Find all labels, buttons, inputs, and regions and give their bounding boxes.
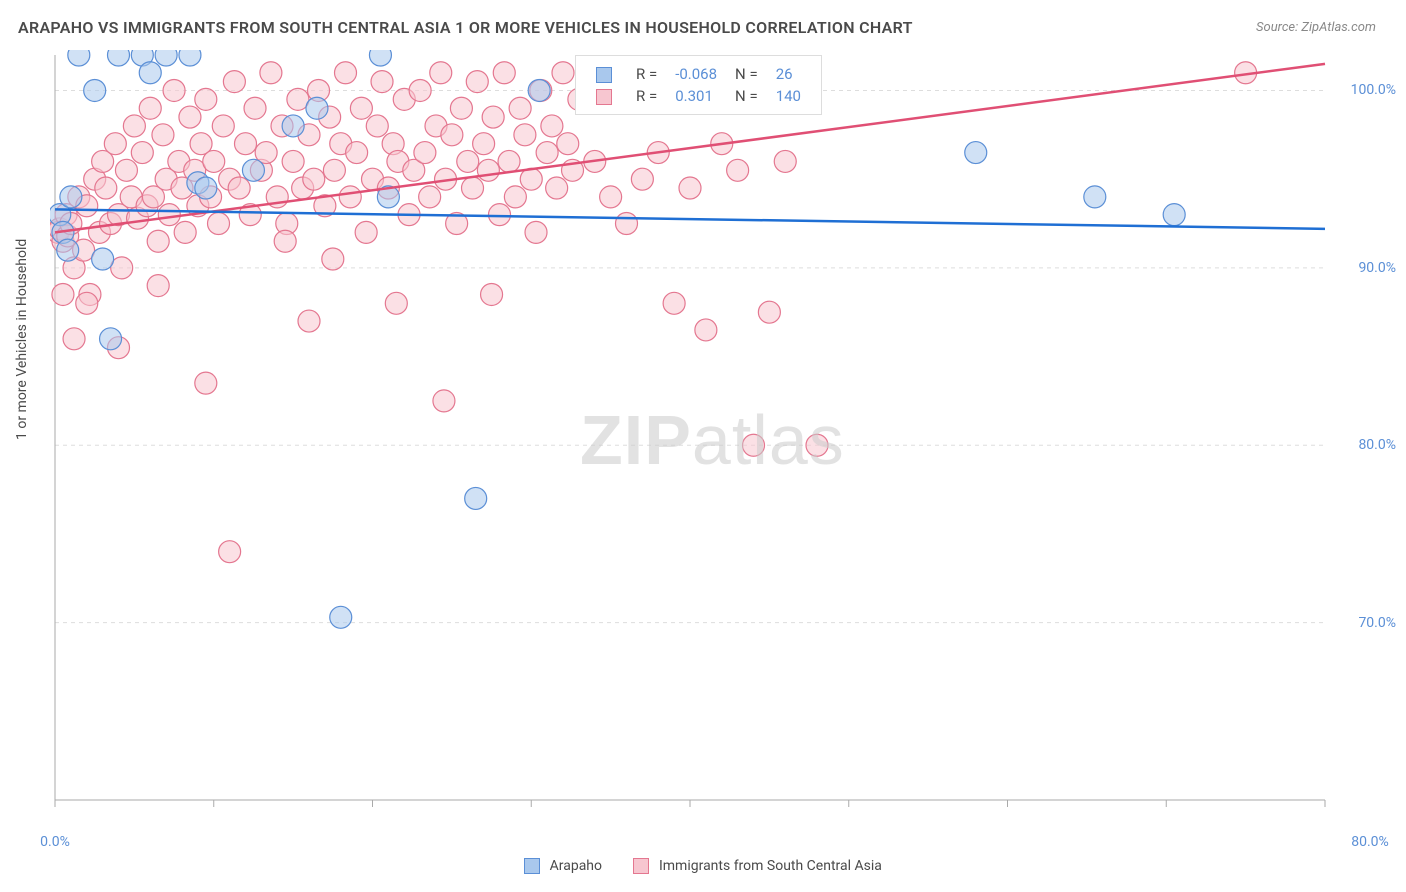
correlation-stats-box: R = -0.068 N = 26 R = 0.301 N = 140 [575,55,822,115]
y-axis-label: 1 or more Vehicles in Household [14,239,30,440]
legend-swatch-arapaho [524,858,540,874]
y-tick-label: 70.0% [1358,615,1396,631]
legend-label-sca: Immigrants from South Central Asia [659,858,882,874]
r-value-arapaho: -0.068 [667,64,725,84]
legend-label-arapaho: Arapaho [550,858,602,874]
r-label: R = [628,86,665,106]
n-label: N = [727,64,766,84]
stats-swatch-arapaho [596,67,612,83]
bottom-legend: Arapaho Immigrants from South Central As… [0,858,1406,874]
r-label: R = [628,64,665,84]
legend-item-arapaho: Arapaho [524,858,602,874]
x-tick-max: 80.0% [1351,834,1389,850]
source-caption: Source: ZipAtlas.com [1256,20,1376,35]
y-tick-label: 100.0% [1351,82,1396,98]
x-tick-min: 0.0% [40,834,70,850]
legend-swatch-sca [633,858,649,874]
y-tick-label: 80.0% [1358,437,1396,453]
chart-area [50,50,1370,820]
n-value-sca: 140 [768,86,809,106]
legend-item-sca: Immigrants from South Central Asia [633,858,881,874]
stats-row-sca: R = 0.301 N = 140 [588,86,809,106]
stats-row-arapaho: R = -0.068 N = 26 [588,64,809,84]
n-value-arapaho: 26 [768,64,809,84]
chart-title: ARAPAHO VS IMMIGRANTS FROM SOUTH CENTRAL… [18,18,913,37]
stats-swatch-sca [596,89,612,105]
y-tick-label: 90.0% [1358,260,1396,276]
r-value-sca: 0.301 [667,86,725,106]
n-label: N = [727,86,766,106]
scatter-chart-svg [50,50,1370,820]
